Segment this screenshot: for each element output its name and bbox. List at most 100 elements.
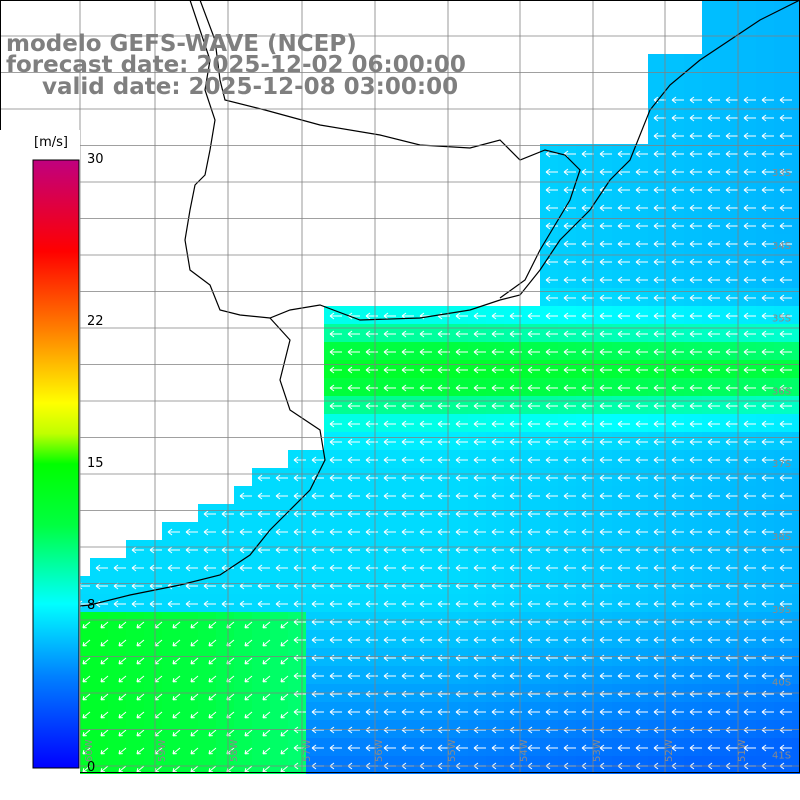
field-cell [702, 144, 720, 162]
field-cell [594, 270, 612, 288]
field-cell [216, 666, 234, 684]
wind-arrow [491, 636, 504, 644]
wind-arrow [617, 222, 630, 230]
field-cell [612, 612, 630, 630]
wind-arrow [743, 168, 756, 176]
field-cell [450, 504, 468, 522]
field-cell [792, 54, 800, 72]
wind-arrow [563, 294, 576, 302]
field-cell [396, 540, 414, 558]
field-cell [378, 612, 396, 630]
wind-arrow [707, 402, 720, 410]
wind-arrow [707, 348, 720, 356]
field-cell [576, 576, 594, 594]
wind-arrow [473, 492, 486, 500]
wind-arrow [365, 600, 378, 608]
wind-arrow [653, 600, 666, 608]
field-cell [612, 216, 630, 234]
field-cell [378, 630, 396, 648]
field-cell [216, 576, 234, 594]
uruguay-coast [199, 0, 581, 299]
field-cell [558, 576, 576, 594]
field-cell [648, 252, 666, 270]
wind-arrow [118, 711, 127, 719]
wind-arrow [329, 618, 342, 626]
field-cell [738, 108, 756, 126]
wind-arrow [653, 438, 666, 446]
wind-arrow [257, 600, 270, 608]
wind-arrow [473, 690, 486, 698]
field-cell [324, 360, 342, 378]
field-cell [792, 648, 800, 666]
field-cell [432, 630, 450, 648]
field-cell [558, 252, 576, 270]
field-cell [684, 504, 702, 522]
wind-arrow [689, 312, 702, 320]
field-cell [720, 738, 738, 756]
field-cell [540, 414, 558, 432]
field-cell [360, 702, 378, 720]
wind-arrow [617, 438, 630, 446]
field-cell [522, 558, 540, 576]
wind-arrow [293, 708, 306, 716]
wind-arrow [689, 492, 702, 500]
field-cell [774, 756, 792, 774]
field-cell [720, 702, 738, 720]
field-cell [342, 648, 360, 666]
wind-arrow [635, 150, 648, 158]
field-cell [522, 432, 540, 450]
field-cell [432, 612, 450, 630]
wind-arrow [671, 600, 684, 608]
wind-arrow [401, 564, 414, 572]
colorbar-tick-label: 8 [87, 597, 96, 613]
field-cell [378, 576, 396, 594]
field-cell [540, 522, 558, 540]
field-cell [774, 360, 792, 378]
field-cell [720, 234, 738, 252]
wind-arrow [653, 330, 666, 338]
field-cell [108, 558, 126, 576]
field-cell [468, 594, 486, 612]
wind-arrow [743, 222, 756, 230]
wind-arrow [383, 402, 396, 410]
wind-arrow [563, 618, 576, 626]
wind-arrow [761, 348, 774, 356]
field-cell [612, 540, 630, 558]
field-cell [450, 468, 468, 486]
wind-arrow [383, 348, 396, 356]
field-cell [648, 576, 666, 594]
field-cell [792, 504, 800, 522]
wind-arrow [329, 474, 342, 482]
field-cell [792, 36, 800, 54]
wind-arrow [707, 564, 720, 572]
field-cell [486, 414, 504, 432]
field-cell [792, 486, 800, 504]
field-cell [648, 396, 666, 414]
wind-arrow [707, 132, 720, 140]
wind-arrow [725, 600, 738, 608]
field-cell [486, 540, 504, 558]
field-cell [180, 756, 198, 774]
wind-arrow [725, 420, 738, 428]
field-cell [270, 504, 288, 522]
wind-arrow [491, 528, 504, 536]
wind-arrow [347, 384, 360, 392]
field-cell [468, 432, 486, 450]
field-cell [414, 648, 432, 666]
wind-arrow [581, 330, 594, 338]
wind-arrow [527, 330, 540, 338]
wind-arrow [779, 528, 792, 536]
field-cell [270, 666, 288, 684]
wind-arrow [707, 204, 720, 212]
field-cell [648, 306, 666, 324]
wind-arrow [689, 132, 702, 140]
field-cell [792, 126, 800, 144]
field-cell [432, 432, 450, 450]
wind-arrow [599, 492, 612, 500]
wind-arrow [761, 222, 774, 230]
wind-arrow [635, 636, 648, 644]
wind-arrow [689, 744, 702, 752]
wind-arrow [653, 492, 666, 500]
field-cell [630, 738, 648, 756]
field-cell [612, 558, 630, 576]
